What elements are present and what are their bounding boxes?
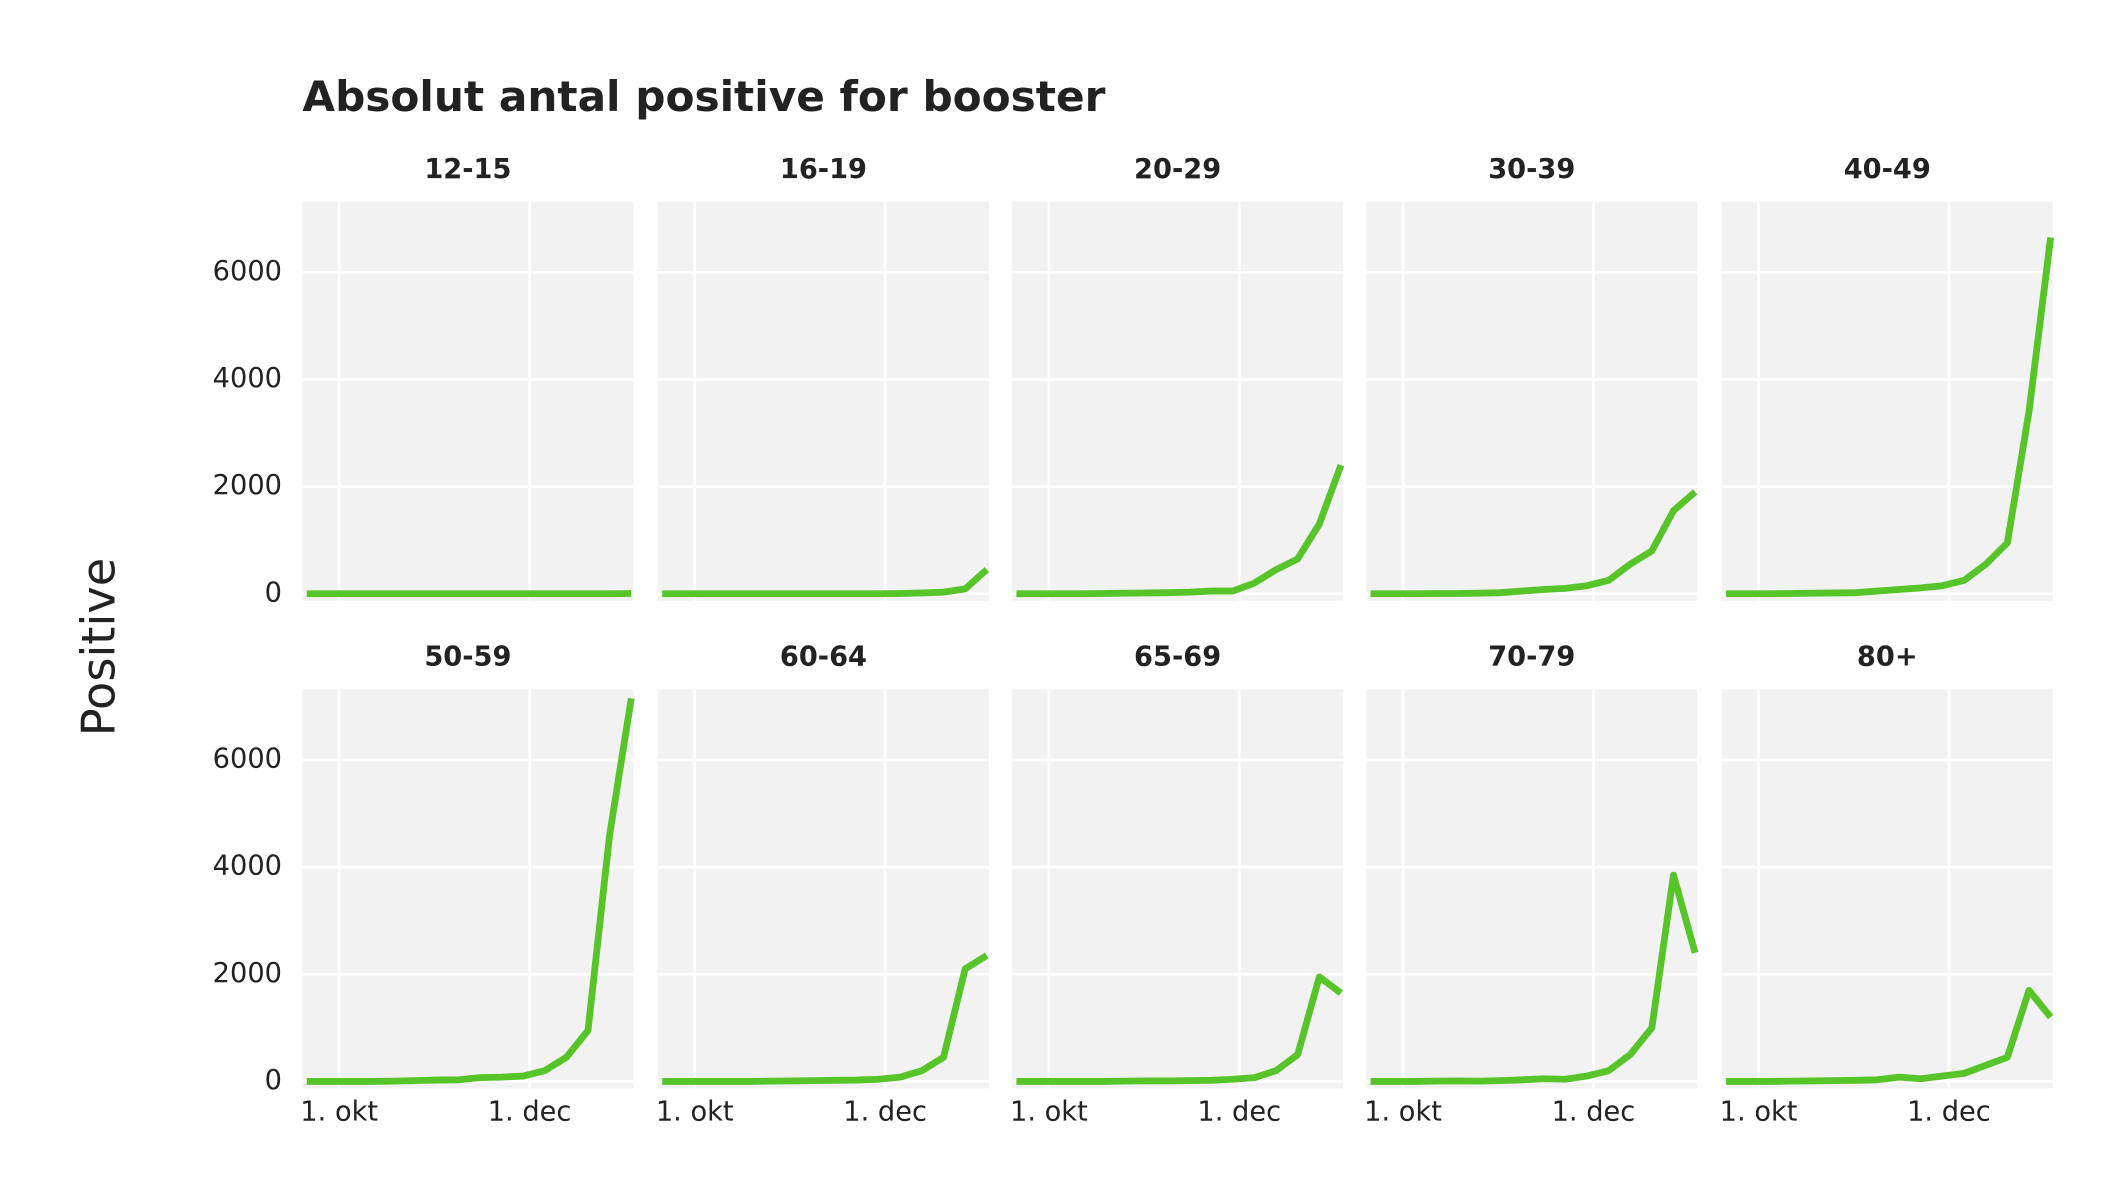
panel-background — [1012, 201, 1344, 601]
x-tick-label: 1. dec — [843, 1096, 927, 1127]
x-tick-label: 1. okt — [656, 1096, 734, 1127]
data-line — [306, 697, 635, 1085]
panel-background — [657, 689, 989, 1089]
x-tick-label: 1. dec — [1552, 1096, 1636, 1127]
x-tick-label: 1. dec — [1907, 1096, 1991, 1127]
facet-label: 30-39 — [1488, 154, 1575, 185]
panel-background — [302, 201, 634, 601]
panel-background — [1366, 689, 1698, 1089]
x-tick-label: 1. dec — [1197, 1096, 1281, 1127]
data-line — [1016, 464, 1345, 598]
x-tick-label: 1. okt — [1364, 1096, 1442, 1127]
data-line — [1370, 489, 1698, 598]
y-tick-label: 0 — [265, 577, 282, 608]
facet-label: 16-19 — [780, 154, 867, 185]
x-tick-label: 1. okt — [300, 1096, 378, 1127]
facet-label: 80+ — [1857, 641, 1918, 672]
facet-label: 50-59 — [424, 641, 511, 672]
chart-title: Absolut antal positive for booster — [302, 72, 1105, 121]
y-tick-label: 2000 — [213, 470, 282, 501]
y-tick-label: 4000 — [213, 851, 282, 882]
panel-background — [657, 201, 989, 601]
data-line — [1726, 986, 2054, 1085]
facet-label: 40-49 — [1844, 154, 1931, 185]
panel-background — [1366, 201, 1698, 601]
y-tick-label: 0 — [265, 1065, 282, 1096]
panel-background — [302, 689, 634, 1089]
data-line — [1726, 237, 2055, 598]
facet-label: 20-29 — [1134, 154, 1221, 185]
facet-label: 12-15 — [424, 154, 511, 185]
facet-label: 70-79 — [1488, 641, 1575, 672]
facet-label: 65-69 — [1134, 641, 1221, 672]
x-tick-label: 1. dec — [488, 1096, 572, 1127]
panel-background — [1721, 689, 2053, 1089]
facet-label: 60-64 — [780, 641, 867, 672]
data-line — [1370, 871, 1699, 1085]
y-tick-label: 6000 — [213, 743, 282, 774]
panel-background — [1721, 201, 2053, 601]
y-tick-label: 4000 — [213, 363, 282, 394]
y-tick-label: 2000 — [213, 958, 282, 989]
data-line — [662, 567, 990, 598]
y-axis-label: Positive — [72, 558, 126, 736]
y-tick-label: 6000 — [213, 256, 282, 287]
panel-background — [1012, 689, 1344, 1089]
x-tick-label: 1. okt — [1010, 1096, 1088, 1127]
data-line — [662, 952, 989, 1085]
x-tick-label: 1. okt — [1720, 1096, 1798, 1127]
data-line — [1016, 973, 1343, 1085]
